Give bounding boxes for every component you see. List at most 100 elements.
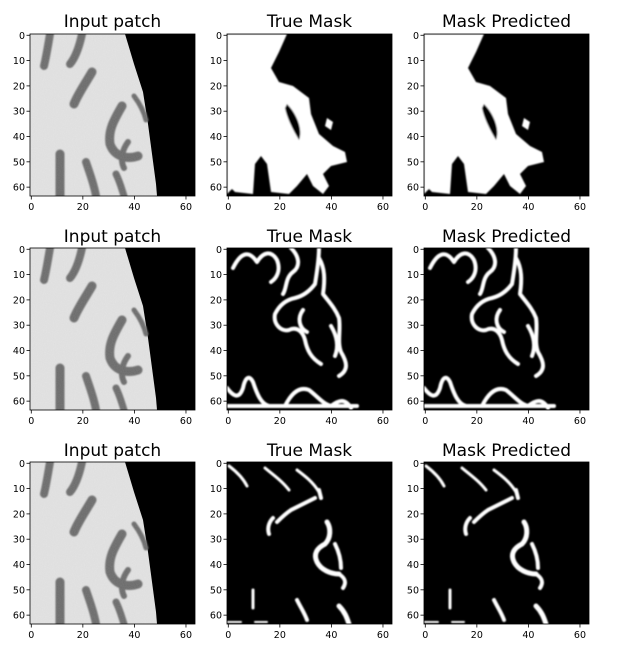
image	[30, 34, 195, 196]
x-tick-label: 0	[225, 202, 231, 213]
x-tick-label: 60	[574, 202, 586, 213]
y-tick-label: 20	[13, 81, 25, 92]
x-tick-label: 60	[377, 202, 389, 213]
y-tick-label: 40	[210, 346, 222, 357]
panel-title: True Mask	[266, 441, 352, 461]
y-tick-label: 20	[210, 81, 222, 92]
y-tick-label: 60	[13, 397, 25, 408]
x-tick-label: 40	[128, 630, 140, 641]
x-tick-label: 40	[325, 630, 337, 641]
x-tick-label: 40	[522, 202, 534, 213]
x-tick-label: 20	[77, 202, 89, 213]
y-tick-label: 0	[216, 31, 222, 42]
y-tick-label: 30	[13, 107, 25, 118]
x-tick-label: 0	[422, 416, 428, 427]
x-tick-label: 20	[77, 416, 89, 427]
y-tick-label: 40	[13, 346, 25, 357]
panel-title: Mask Predicted	[442, 227, 571, 247]
y-tick-label: 60	[210, 183, 222, 194]
x-tick-label: 20	[274, 202, 286, 213]
x-tick-label: 40	[522, 630, 534, 641]
x-tick-label: 60	[180, 202, 192, 213]
x-tick-label: 60	[574, 416, 586, 427]
x-tick-label: 60	[574, 630, 586, 641]
y-tick-label: 30	[13, 321, 25, 332]
y-tick-label: 50	[407, 157, 419, 168]
x-tick-label: 20	[471, 416, 483, 427]
y-tick-label: 20	[13, 295, 25, 306]
x-tick-label: 20	[471, 630, 483, 641]
x-tick-label: 40	[522, 416, 534, 427]
y-tick-label: 60	[407, 183, 419, 194]
y-tick-label: 20	[210, 295, 222, 306]
y-tick-label: 20	[13, 509, 25, 520]
panel-title: Mask Predicted	[442, 12, 571, 32]
panel-mask_csf: Mask Predicted0 20 40 600102030405060	[407, 441, 589, 641]
y-tick-label: 40	[210, 560, 222, 571]
image	[30, 462, 195, 624]
y-tick-label: 40	[13, 560, 25, 571]
y-tick-label: 10	[407, 56, 419, 67]
y-tick-label: 60	[407, 397, 419, 408]
x-tick-label: 20	[274, 416, 286, 427]
x-tick-label: 20	[471, 202, 483, 213]
panel-mri: Input patch0 20 40 600102030405060	[13, 441, 195, 641]
image	[424, 462, 589, 624]
y-tick-label: 40	[407, 560, 419, 571]
x-tick-label: 0	[28, 416, 34, 427]
panel-title: True Mask	[266, 12, 352, 32]
y-tick-label: 20	[407, 295, 419, 306]
y-tick-label: 20	[407, 509, 419, 520]
y-tick-label: 30	[407, 321, 419, 332]
y-tick-label: 50	[210, 157, 222, 168]
y-tick-label: 60	[13, 611, 25, 622]
y-tick-label: 0	[19, 31, 25, 42]
y-tick-label: 10	[210, 56, 222, 67]
x-tick-label: 0	[28, 630, 34, 641]
y-tick-label: 0	[216, 459, 222, 470]
x-tick-label: 20	[274, 630, 286, 641]
y-tick-label: 0	[413, 459, 419, 470]
x-tick-label: 40	[128, 202, 140, 213]
x-tick-label: 20	[77, 630, 89, 641]
y-tick-label: 50	[407, 585, 419, 596]
y-tick-label: 30	[407, 535, 419, 546]
image	[424, 248, 589, 410]
y-tick-label: 20	[407, 81, 419, 92]
y-tick-label: 50	[407, 371, 419, 382]
y-tick-label: 10	[13, 56, 25, 67]
y-tick-label: 30	[13, 535, 25, 546]
panel-title: Input patch	[64, 441, 161, 461]
y-tick-label: 10	[407, 270, 419, 281]
panel-title: Input patch	[64, 227, 161, 247]
x-tick-label: 0	[28, 202, 34, 213]
x-tick-label: 0	[422, 202, 428, 213]
background	[227, 248, 392, 410]
y-tick-label: 40	[407, 132, 419, 143]
y-tick-label: 50	[210, 371, 222, 382]
y-tick-label: 30	[407, 107, 419, 118]
x-tick-label: 0	[225, 630, 231, 641]
y-tick-label: 60	[407, 611, 419, 622]
y-tick-label: 0	[413, 31, 419, 42]
y-tick-label: 50	[13, 157, 25, 168]
x-tick-label: 0	[422, 630, 428, 641]
image	[227, 462, 392, 624]
y-tick-label: 30	[210, 321, 222, 332]
y-tick-label: 10	[210, 270, 222, 281]
y-tick-label: 0	[19, 459, 25, 470]
image	[227, 34, 392, 196]
x-tick-label: 60	[377, 416, 389, 427]
y-tick-label: 40	[210, 132, 222, 143]
background	[424, 248, 589, 410]
y-tick-label: 10	[407, 484, 419, 495]
x-tick-label: 60	[377, 630, 389, 641]
x-tick-label: 40	[325, 416, 337, 427]
y-tick-label: 60	[13, 183, 25, 194]
